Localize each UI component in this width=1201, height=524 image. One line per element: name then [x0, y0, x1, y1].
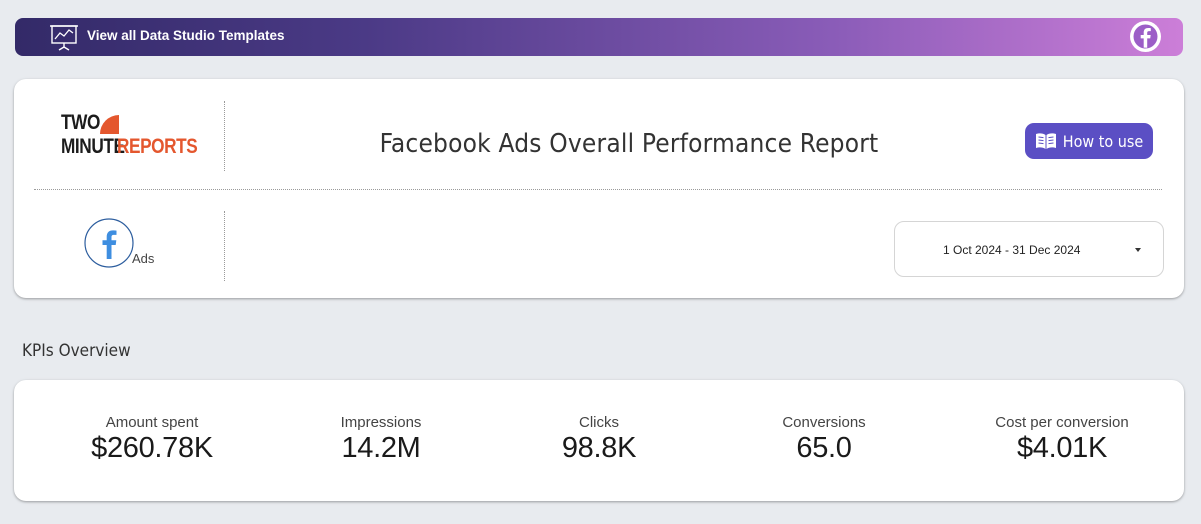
facebook-icon	[84, 218, 134, 268]
ads-label: Ads	[132, 251, 155, 266]
kpi-label: Clicks	[579, 414, 619, 431]
banner-label[interactable]: View all Data Studio Templates	[87, 28, 285, 43]
kpi-card: Amount spent $260.78K Impressions 14.2M …	[14, 380, 1184, 501]
kpi-label: Amount spent	[105, 414, 199, 431]
header-card: TWO MINUTE REPORTS Facebook Ads Overall …	[14, 79, 1184, 298]
how-to-use-button[interactable]: How to use	[1025, 123, 1153, 159]
date-range-value: 1 Oct 2024 - 31 Dec 2024	[943, 243, 1081, 257]
two-minute-reports-logo: TWO MINUTE REPORTS	[60, 111, 200, 159]
presentation-chart-icon	[50, 25, 78, 51]
kpi-value: $260.78K	[91, 432, 213, 464]
kpi-label: Conversions	[782, 414, 866, 431]
facebook-icon[interactable]	[1130, 21, 1161, 52]
kpi-label: Cost per conversion	[995, 414, 1129, 431]
book-icon	[1035, 133, 1056, 149]
logo-text-reports: REPORTS	[117, 135, 198, 158]
horizontal-divider	[34, 189, 1162, 190]
kpi-section-title: KPIs Overview	[22, 341, 131, 361]
caret-down-icon[interactable]	[1135, 248, 1141, 252]
logo-half-circle	[100, 115, 119, 134]
logo-text-two: TWO	[61, 111, 100, 134]
vertical-divider	[224, 211, 225, 281]
kpi-value: $4.01K	[1016, 432, 1108, 464]
how-to-use-label: How to use	[1062, 131, 1144, 151]
kpi-conversions: Conversions 65.0	[714, 414, 934, 465]
kpi-clicks: Clicks 98.8K	[489, 414, 709, 465]
kpi-value: 14.2M	[341, 432, 421, 464]
kpi-amount-spent: Amount spent $260.78K	[42, 414, 262, 465]
logo-text-minute: MINUTE	[61, 135, 125, 158]
templates-banner[interactable]: View all Data Studio Templates	[15, 18, 1183, 56]
kpi-cost-per-conversion: Cost per conversion $4.01K	[952, 414, 1172, 465]
report-title: Facebook Ads Overall Performance Report	[379, 129, 879, 159]
kpi-value: 65.0	[796, 432, 852, 464]
kpi-value: 98.8K	[561, 432, 637, 464]
date-range-picker[interactable]: 1 Oct 2024 - 31 Dec 2024	[894, 221, 1164, 277]
kpi-impressions: Impressions 14.2M	[271, 414, 491, 465]
kpi-label: Impressions	[340, 414, 422, 431]
vertical-divider	[224, 101, 225, 171]
